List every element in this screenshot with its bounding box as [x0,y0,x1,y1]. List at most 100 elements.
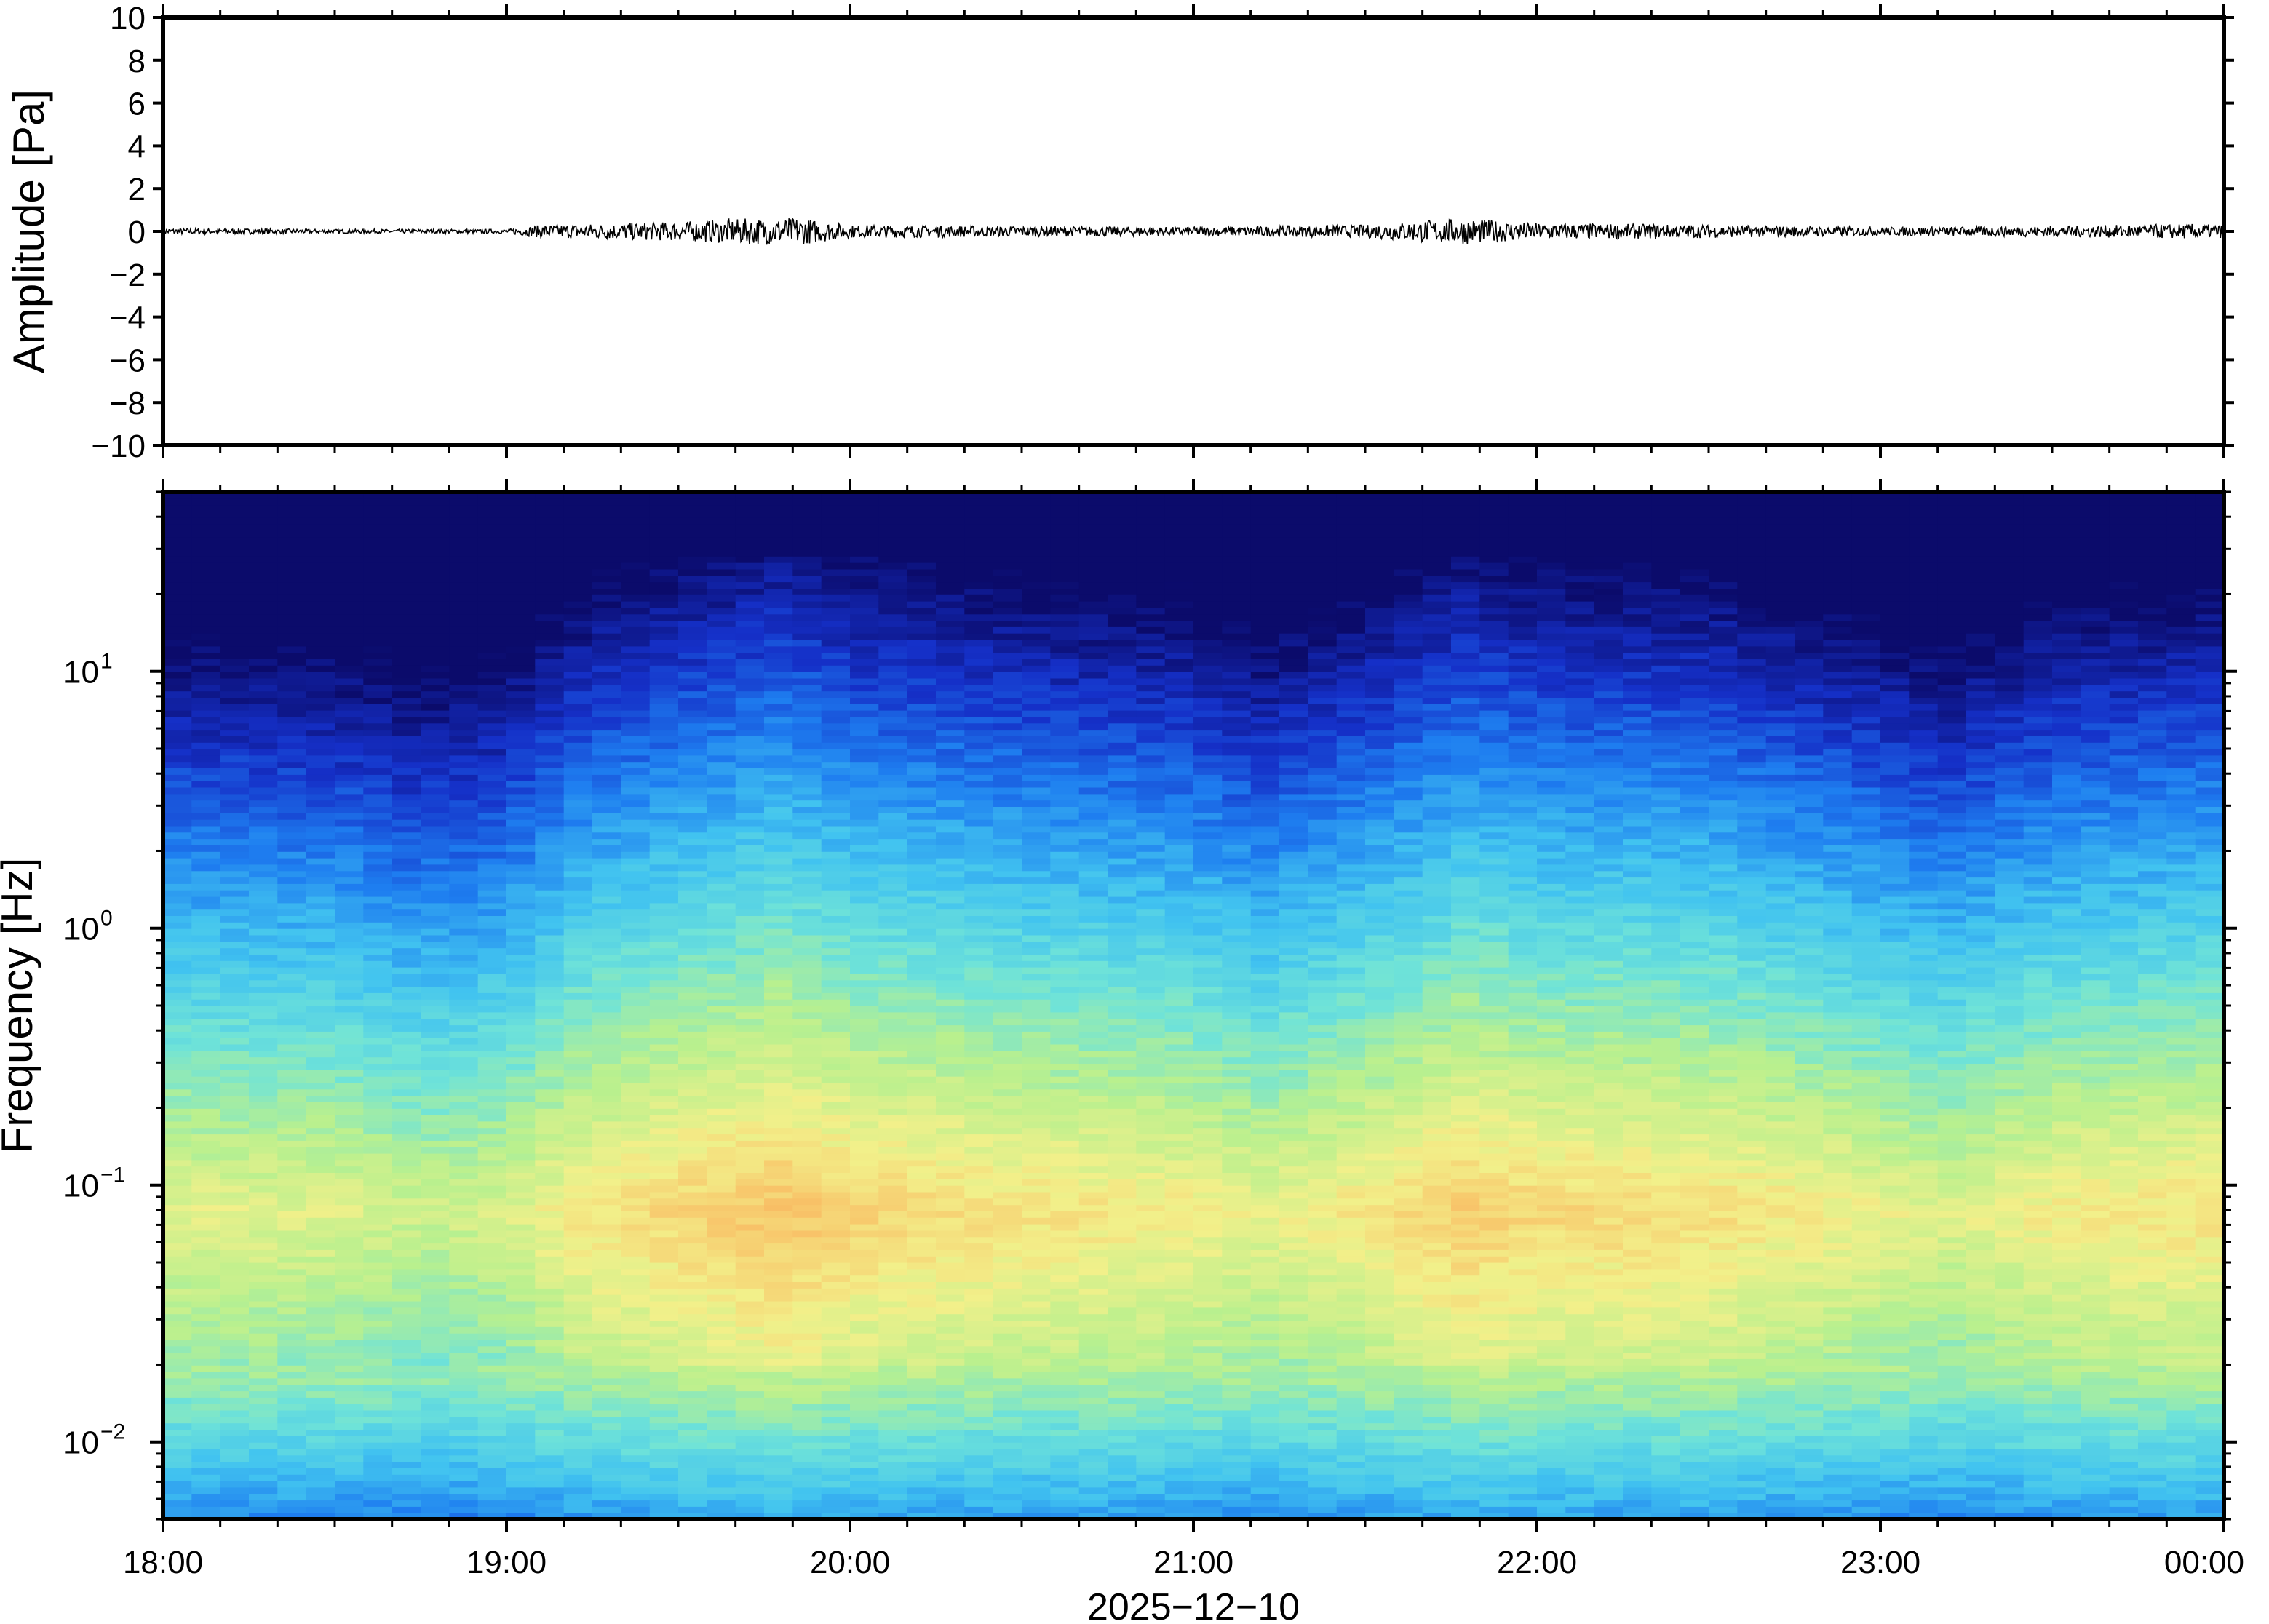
spectrogram-cell [707,793,736,801]
spectrogram-cell [707,934,736,942]
spectrogram-cell [678,973,707,981]
spectrogram-cell [592,556,621,563]
spectrogram-cell [707,672,736,679]
spectrogram-cell [163,1102,192,1109]
spectrogram-cell [964,761,994,768]
spectrogram-cell [964,1301,994,1308]
spectrogram-cell [649,1268,679,1276]
spectrogram-cell [678,575,707,583]
spectrogram-cell [335,781,364,788]
spectrogram-cell [764,672,793,679]
spectrogram-cell [621,1474,651,1481]
spectrogram-cell [964,954,994,961]
spectrogram-cell [392,498,421,506]
spectrogram-cell [191,1486,221,1494]
spectrogram-cell [220,768,250,775]
spectrogram-cell [707,1390,736,1398]
spectrogram-cell [163,1448,192,1456]
spectrogram-cell [220,838,250,845]
spectrogram-cell [878,877,908,884]
spectrogram-cell [191,819,221,827]
spectrogram-cell [449,1166,479,1173]
spectrogram-cell [592,890,621,897]
spectrogram-cell [821,1513,851,1519]
spectrogram-cell [621,890,651,897]
spectrogram-cell [449,902,479,910]
spectrogram-cell [392,1454,421,1462]
spectrogram-cell [964,1063,994,1070]
spectrogram-cell [907,1006,937,1013]
spectrogram-cell [678,1410,707,1417]
spectrogram-cell [449,1159,479,1167]
spectrogram-cell [907,1204,937,1211]
spectrogram-cell [964,1172,994,1179]
spectrogram-cell [592,909,621,916]
spectrogram-cell [621,1313,651,1321]
spectrogram-cell [249,781,278,788]
spectrogram-cell [792,902,822,910]
spectrogram-cell [563,1043,593,1051]
spectrogram-cell [821,774,851,781]
spectrogram-cell [363,1486,393,1494]
spectrogram-cell [707,690,736,698]
spectrogram-cell [563,1249,593,1257]
spectrogram-cell [878,838,908,845]
spectrogram-cell [535,530,565,538]
spectrogram-cell [563,1384,593,1392]
spectrogram-cell [678,665,707,672]
spectrogram-cell [335,1429,364,1436]
spectrogram-cell [850,620,879,627]
spectrogram-cell [249,556,278,563]
spectrogram-cell [477,568,507,576]
spectrogram-cell [563,1481,593,1488]
spectrogram-cell [592,1031,621,1038]
spectrogram-cell [792,1448,822,1456]
spectrogram-cell [735,1185,765,1193]
spectrogram-cell [535,556,565,563]
spectrogram-cell [936,1166,965,1173]
spectrogram-cell [735,774,765,781]
spectrogram-cell [993,858,1022,865]
spectrogram-cell [335,723,364,731]
spectrogram-cell [821,1474,851,1481]
spectrogram-cell [936,1076,965,1083]
spectrogram-cell [878,684,908,692]
spectrogram-cell [792,1442,822,1449]
spectrogram-cell [821,530,851,538]
spectrogram-cell [249,1377,278,1385]
spectrogram-cell [392,517,421,525]
spectrogram-cell [850,581,879,589]
spectrogram-cell [621,729,651,736]
spectrogram-cell [764,1416,793,1424]
spectrogram-cell [477,954,507,961]
spectrogram-cell [707,1500,736,1507]
spectrogram-cell [821,1377,851,1385]
spectrogram-cell [936,1442,965,1449]
spectrogram-cell [163,941,192,949]
spectrogram-cell [649,672,679,679]
spectrogram-cell [878,658,908,666]
spectrogram-cell [621,986,651,993]
spectrogram-cell [306,492,335,499]
spectrogram-cell [220,1481,250,1488]
spectrogram-cell [592,1191,621,1199]
spectrogram-cell [449,704,479,711]
spectrogram-cell [392,1301,421,1308]
spectrogram-cell [821,716,851,724]
spectrogram-cell [964,1294,994,1302]
spectrogram-cell [506,613,536,621]
spectrogram-cell [163,1191,192,1199]
spectrogram-cell [792,1070,822,1077]
spectrogram-cell [764,1121,793,1129]
spectrogram-cell [191,492,221,499]
spectrogram-cell [649,1198,679,1206]
spectrogram-cell [707,652,736,659]
spectrogram-cell [535,1461,565,1468]
spectrogram-cell [421,1076,450,1083]
spectrogram-cell [249,1365,278,1372]
spectrogram-cell [936,1333,965,1340]
spectrogram-cell [163,1454,192,1462]
spectrogram-cell [306,1230,335,1238]
spectrogram-cell [220,1384,250,1392]
spectrogram-cell [249,1493,278,1501]
